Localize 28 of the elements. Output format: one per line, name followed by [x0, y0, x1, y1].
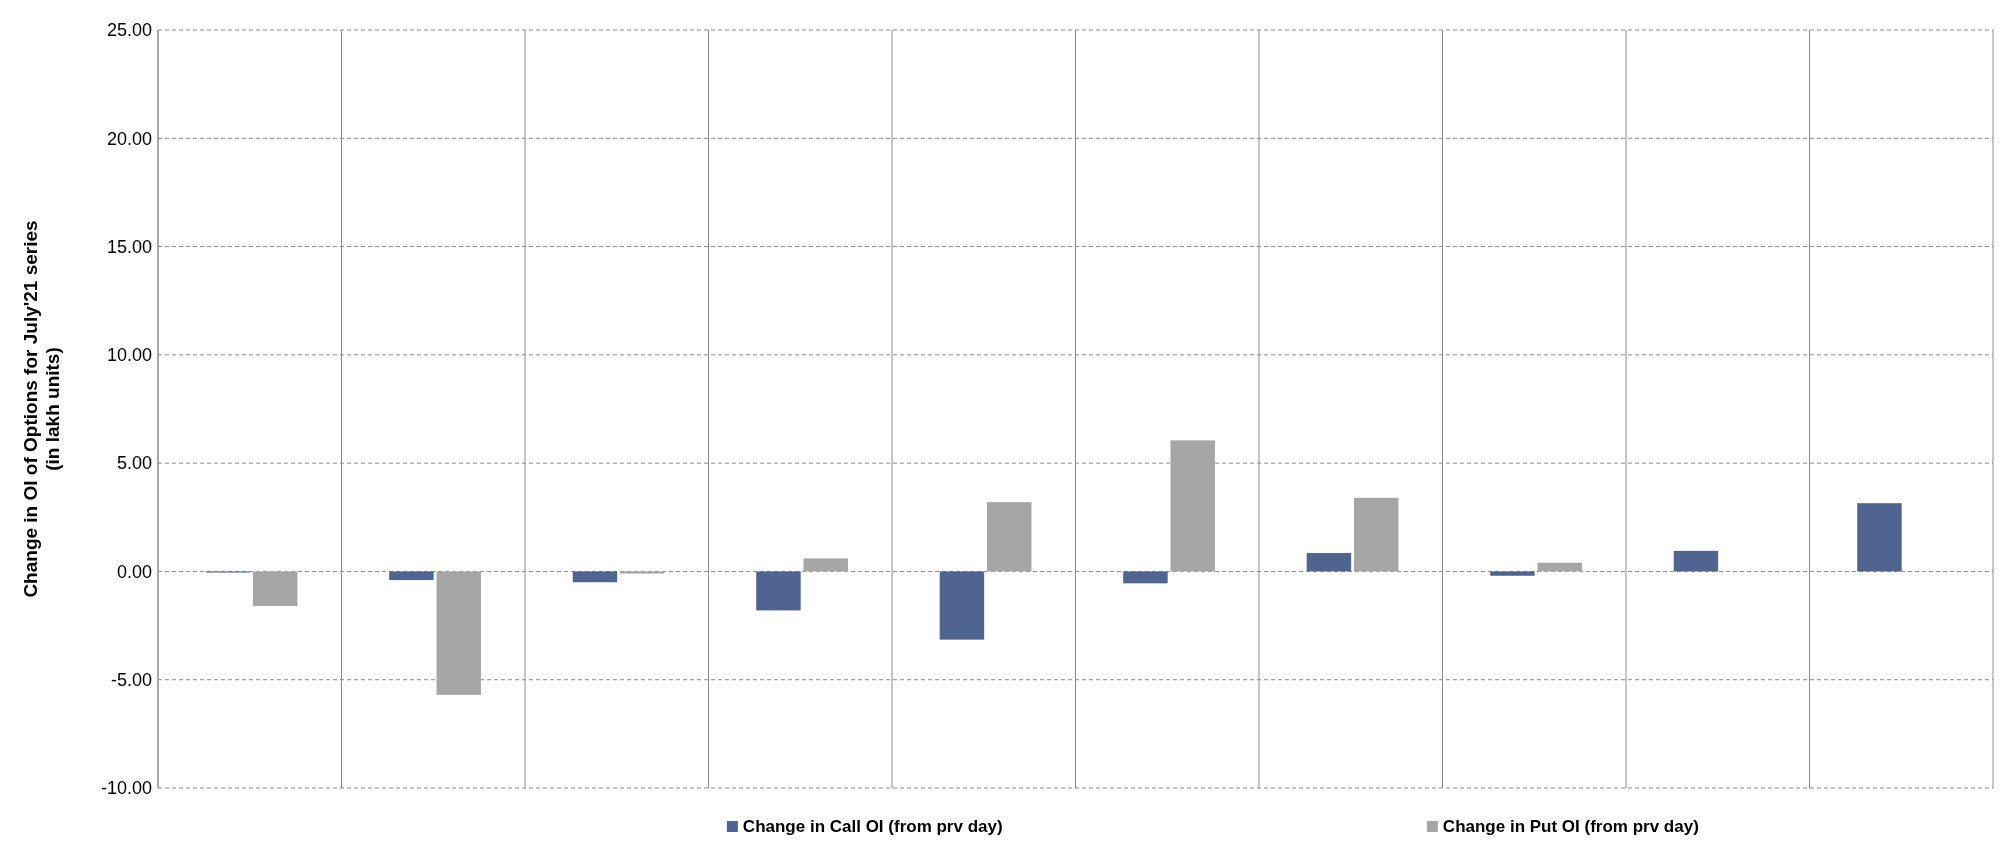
bar — [803, 558, 848, 572]
y-tick-label: 15.00 — [106, 236, 152, 257]
legend-label: Change in Put OI (from prv day) — [1442, 817, 1699, 836]
bar — [756, 571, 801, 611]
bar — [1857, 503, 1902, 572]
bar — [1123, 571, 1168, 584]
y-tick-label: -5.00 — [110, 670, 152, 691]
bar — [572, 571, 618, 583]
y-tick-label: 20.00 — [106, 128, 152, 149]
y-tick-label: 10.00 — [106, 345, 152, 366]
bar — [620, 571, 665, 574]
bar — [1170, 440, 1215, 572]
bar — [939, 571, 985, 640]
y-tick-label: 25.00 — [106, 20, 152, 41]
bar — [1673, 550, 1719, 572]
bar — [1354, 497, 1399, 572]
y-tick-label: 5.00 — [116, 453, 152, 474]
bar — [1490, 571, 1535, 576]
y-tick-label: 0.00 — [116, 561, 152, 582]
bar — [1306, 553, 1352, 572]
legend-label: Change in Call OI (from prv day) — [742, 817, 1003, 836]
bar — [253, 571, 298, 607]
bar — [1537, 562, 1582, 572]
y-axis-title: Change in OI of Options for July'21 series (in lakh units) — [19, 220, 64, 598]
y-tick-label: -10.00 — [100, 778, 152, 799]
bar — [389, 571, 434, 581]
bar — [987, 502, 1032, 572]
bar — [436, 571, 481, 695]
